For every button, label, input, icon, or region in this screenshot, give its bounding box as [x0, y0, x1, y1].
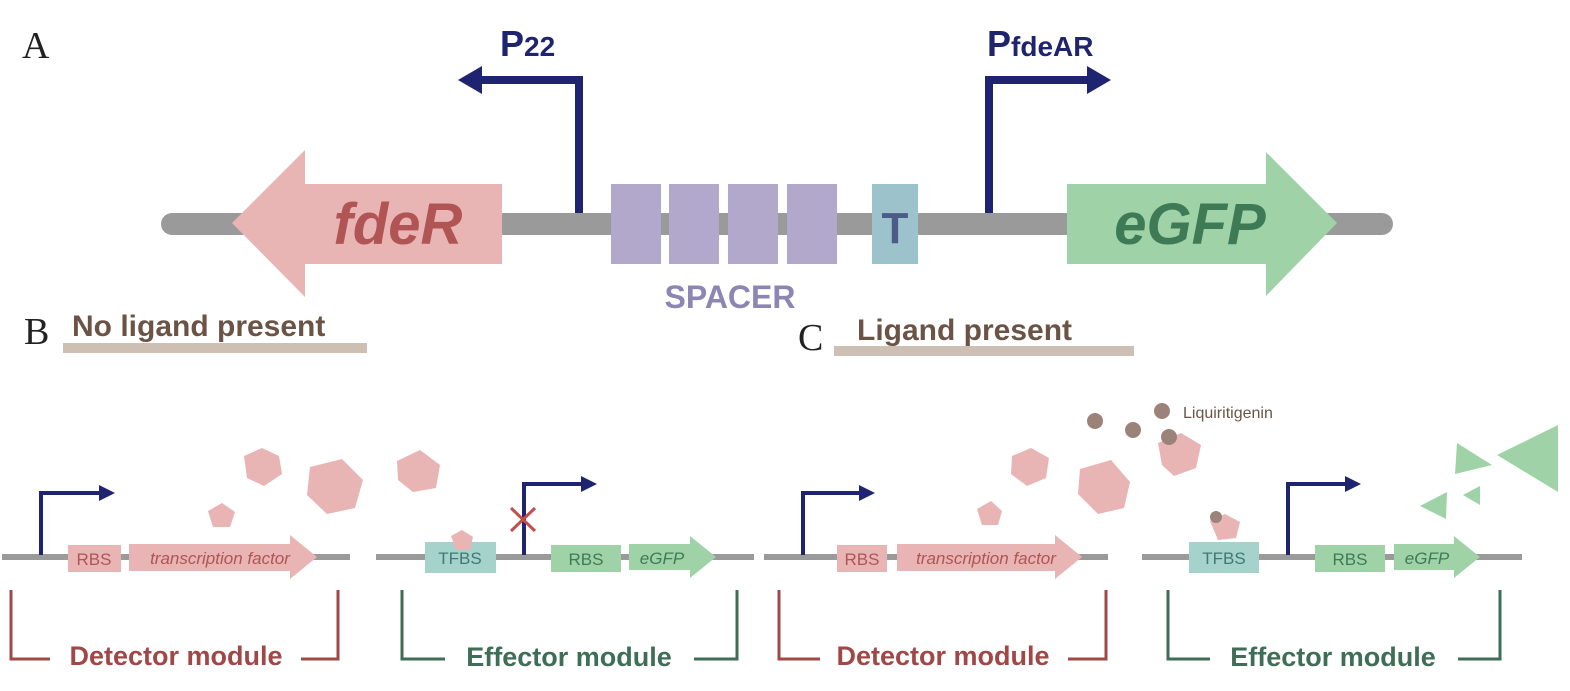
transcription-factor-protein	[208, 503, 235, 527]
pfdear-promoter-line	[985, 76, 1088, 213]
blocked-x-icon	[509, 506, 537, 533]
detector-promoter-arrowhead-b	[99, 485, 115, 501]
panel-b-heading-bar	[63, 343, 367, 353]
egfp-small-label: eGFP	[1405, 549, 1450, 568]
bound-ligand-molecule	[1210, 511, 1222, 523]
p22-promoter-line	[480, 76, 583, 213]
fder-gene-label: fdeR	[334, 192, 463, 257]
effector-promoter-b	[522, 482, 582, 555]
pfdear-sub: fdeAR	[1011, 31, 1093, 62]
tf-gene-arrow	[897, 535, 1082, 579]
rbs-box	[551, 545, 621, 572]
spacer-block	[787, 184, 837, 264]
detector-promoter-c	[801, 491, 860, 555]
pfdear-main: P	[987, 23, 1011, 64]
panel-c-label: C	[798, 317, 823, 359]
fder-gene-arrow	[232, 150, 502, 297]
tf-gene-arrow	[129, 535, 317, 579]
ligand-label: Liquiritigenin	[1183, 405, 1273, 422]
rbs-label: RBS	[845, 550, 880, 569]
effector-bracket-left	[400, 590, 445, 661]
egfp-protein	[1455, 443, 1492, 474]
spacer-label: SPACER	[665, 279, 796, 315]
panel-b: B No ligand present RBS transcription fa…	[2, 310, 754, 672]
bound-repressor-protein	[451, 530, 473, 550]
rbs-label: RBS	[77, 550, 112, 569]
effector-module-label-c: Effector module	[1230, 642, 1436, 672]
egfp-protein	[1463, 486, 1480, 505]
effector-bracket-right	[694, 590, 739, 661]
tf-gene-label: transcription factor	[916, 549, 1057, 568]
spacer-block	[611, 184, 661, 264]
panel-b-heading: No ligand present	[72, 310, 325, 343]
effector-promoter-arrowhead-b	[581, 476, 597, 492]
transcription-factor-protein	[307, 459, 363, 514]
ligand-molecule	[1154, 403, 1170, 419]
egfp-gene-arrow	[1067, 152, 1337, 296]
transcription-factor-protein	[244, 448, 282, 486]
rbs-box	[1315, 545, 1385, 572]
spacer-block	[669, 184, 719, 264]
panel-a: A fdeR SPACER T eGFP P22 PfdeAR	[22, 23, 1393, 315]
transcription-factor-protein	[1078, 460, 1130, 514]
detector-bracket-left	[9, 590, 50, 661]
rbs-label: RBS	[1333, 550, 1368, 569]
egfp-protein	[1420, 492, 1447, 519]
transcription-factor-protein	[397, 450, 440, 492]
tfbs-box	[1189, 542, 1259, 573]
tfbs-label: TFBS	[1202, 549, 1245, 568]
bound-ligand-molecule	[1161, 429, 1177, 445]
egfp-gene-arrow-small	[1394, 536, 1480, 578]
detector-module-label-c: Detector module	[836, 641, 1049, 671]
tfbs-label: TFBS	[438, 549, 481, 568]
transcription-factor-protein	[977, 501, 1002, 525]
p22-sub: 22	[524, 31, 555, 62]
panel-b-label: B	[24, 311, 49, 353]
ligand-molecule	[1087, 413, 1103, 429]
p22-promoter-arrowhead	[458, 66, 482, 94]
egfp-small-label: eGFP	[640, 549, 685, 568]
rbs-box	[837, 545, 887, 572]
effector-bracket-left-c	[1166, 590, 1210, 661]
egfp-gene-label: eGFP	[1114, 192, 1266, 257]
detector-promoter-arrowhead-c	[859, 485, 875, 501]
tf-gene-label: transcription factor	[150, 549, 291, 568]
pfdear-promoter-arrowhead	[1087, 66, 1111, 94]
detector-bracket-right	[301, 590, 340, 661]
p22-promoter-label: P22	[500, 23, 555, 64]
detector-promoter-b	[39, 491, 100, 555]
detector-module-label: Detector module	[69, 641, 282, 671]
detector-bracket-right-c	[1068, 590, 1108, 661]
panel-a-label: A	[22, 25, 50, 67]
panel-c: C Ligand present Liquiritigenin RBS tran…	[764, 314, 1558, 672]
effector-promoter-arrowhead-c	[1345, 476, 1361, 492]
effector-bracket-right-c	[1458, 590, 1502, 661]
panel-c-heading-bar	[834, 346, 1134, 356]
ligand-molecule	[1125, 422, 1141, 438]
pfdear-promoter-label: PfdeAR	[987, 23, 1093, 64]
effector-module-label: Effector module	[466, 642, 672, 672]
effector-promoter-c	[1286, 482, 1346, 555]
egfp-gene-arrow-small	[629, 536, 716, 578]
rbs-label: RBS	[569, 550, 604, 569]
detector-bracket-left-c	[777, 590, 820, 661]
terminator-label: T	[882, 204, 909, 253]
panel-c-heading: Ligand present	[857, 314, 1072, 347]
p22-main: P	[500, 23, 524, 64]
rbs-box	[68, 545, 121, 572]
transcription-factor-protein	[1011, 448, 1049, 486]
terminator-block	[872, 184, 918, 264]
spacer-block	[728, 184, 778, 264]
egfp-protein	[1497, 425, 1558, 492]
